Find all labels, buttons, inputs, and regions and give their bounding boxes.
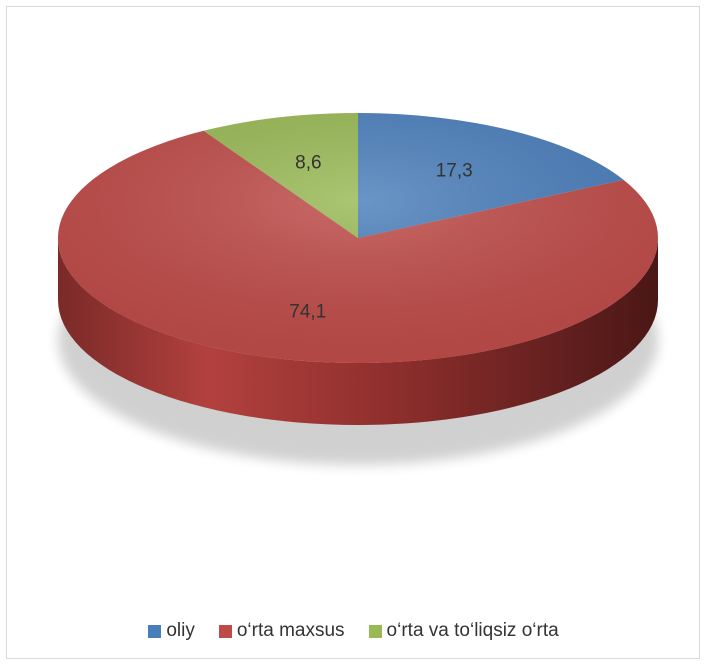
legend-swatch-orta-va-toliqsiz-orta bbox=[368, 624, 382, 638]
data-label-orta-maxsus: 74,1 bbox=[289, 302, 326, 323]
pie-gloss bbox=[58, 113, 658, 363]
pie-side-wall bbox=[58, 238, 658, 425]
legend-label-orta-va-toliqsiz-orta: o‘rta va to‘liqsiz o‘rta bbox=[386, 620, 559, 641]
legend-item-oliy: oliy bbox=[148, 620, 195, 642]
legend-label-oliy: oliy bbox=[166, 620, 195, 641]
legend-item-orta-maxsus: o‘rta maxsus bbox=[218, 620, 345, 642]
legend-item-orta-va-toliqsiz-orta: o‘rta va to‘liqsiz o‘rta bbox=[368, 620, 559, 642]
data-label-orta-va-toliqsiz-orta: 8,6 bbox=[295, 152, 321, 173]
data-label-oliy: 17,3 bbox=[436, 161, 473, 182]
legend-label-orta-maxsus: o‘rta maxsus bbox=[236, 620, 345, 641]
legend-swatch-orta-maxsus bbox=[218, 624, 232, 638]
legend: oliy o‘rta maxsus o‘rta va to‘liqsiz o‘r… bbox=[0, 620, 707, 642]
legend-swatch-oliy bbox=[148, 624, 162, 638]
